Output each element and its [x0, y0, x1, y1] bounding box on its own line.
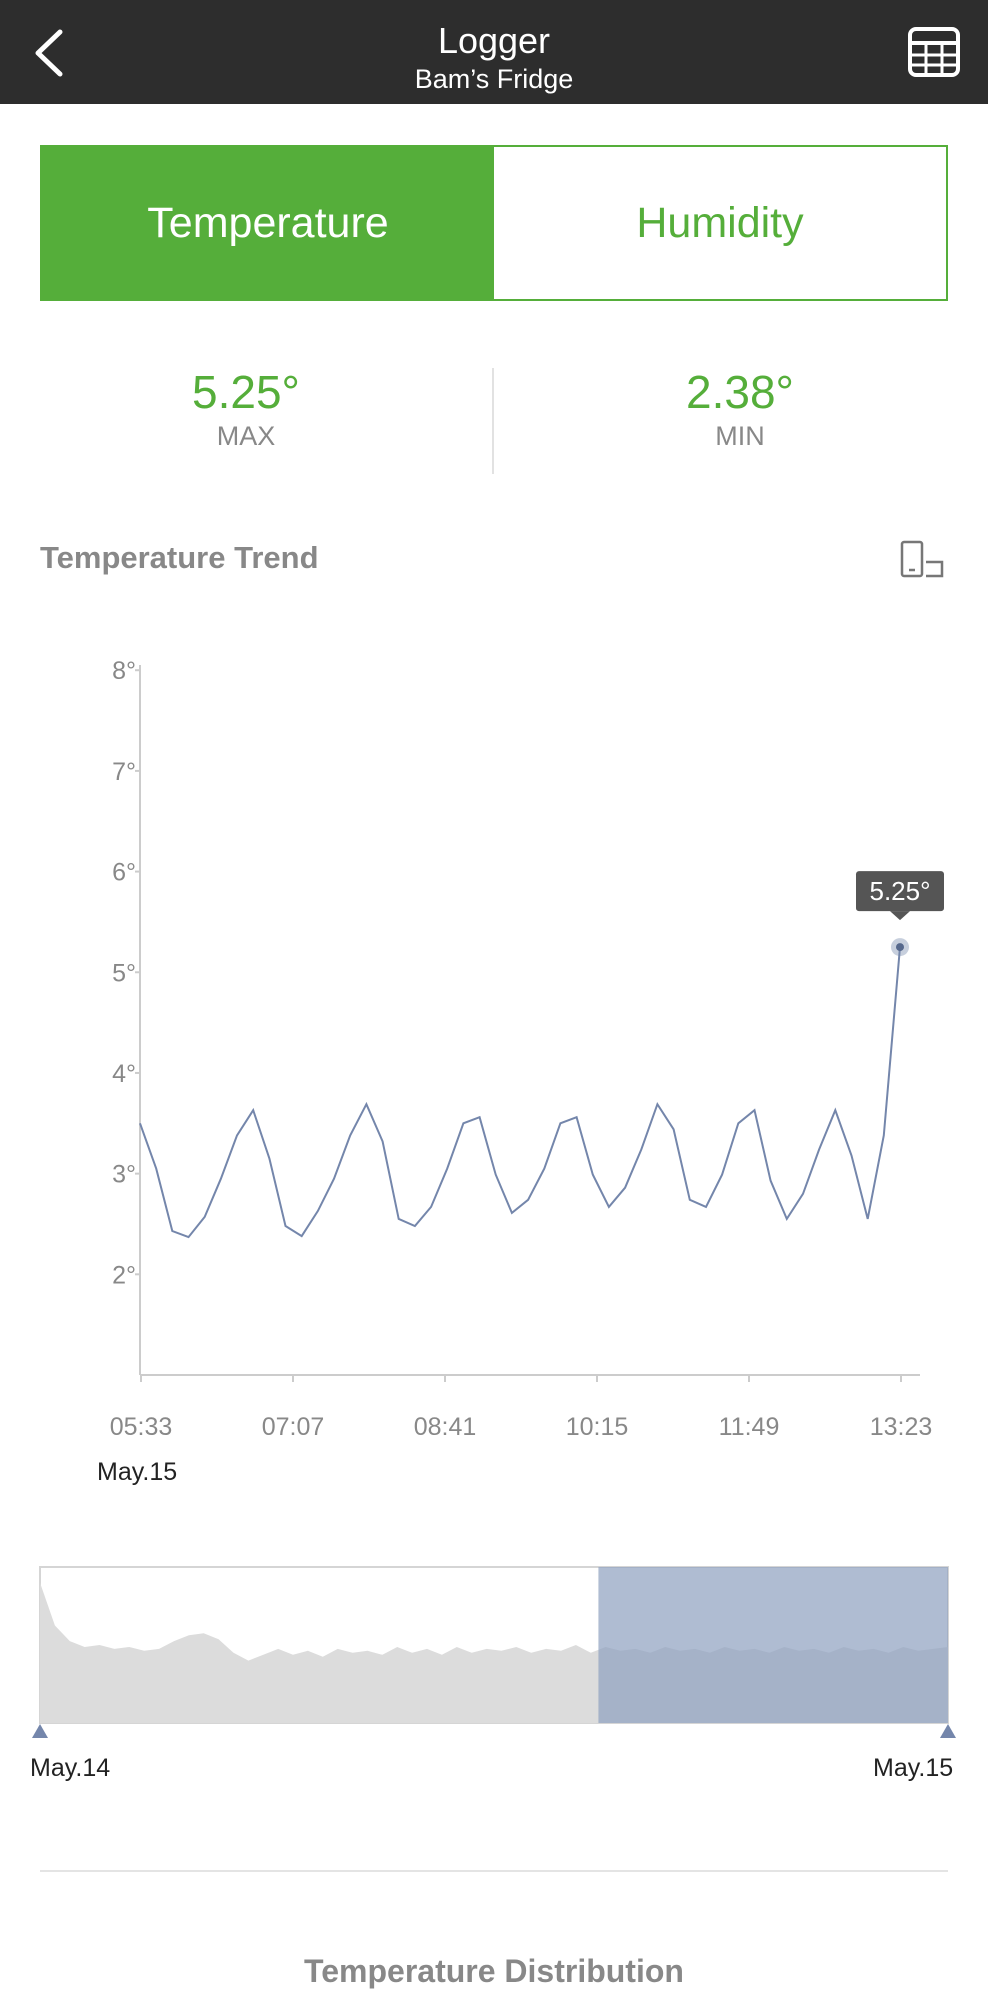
- y-tick-label: 2°: [112, 1261, 136, 1289]
- trend-title: Temperature Trend: [40, 540, 319, 575]
- y-tick-label: 4°: [112, 1060, 136, 1088]
- min-stat: 2.38° MIN: [590, 365, 890, 452]
- x-date-label: May.15: [97, 1458, 178, 1486]
- tab-humidity[interactable]: Humidity: [494, 147, 946, 299]
- temperature-trend-chart[interactable]: 2° 3° 4° 5° 6° 7° 8° 05:33 07:07 08:41 10:15 11:49 1…: [0, 620, 988, 1500]
- navigator-selection: [598, 1567, 948, 1723]
- table-grid-icon: [908, 27, 960, 77]
- page-subtitle: Bam’s Fridge: [414, 64, 574, 94]
- range-end-label: May.15: [873, 1754, 954, 1782]
- x-tick-label: 13:23: [870, 1413, 933, 1441]
- stat-divider: [492, 368, 494, 474]
- x-tick-label: 08:41: [414, 1413, 477, 1441]
- tooltip-pointer: [890, 911, 910, 921]
- x-tick-label: 05:33: [110, 1413, 173, 1441]
- temperature-series-line: [139, 947, 901, 1239]
- y-tick-label: 7°: [112, 758, 136, 786]
- chevron-left-icon: [35, 29, 63, 77]
- page-title: Logger: [437, 20, 551, 61]
- table-view-button[interactable]: [906, 24, 962, 80]
- back-button[interactable]: [26, 24, 82, 80]
- max-label: MAX: [216, 421, 276, 451]
- tab-temperature[interactable]: Temperature: [42, 147, 494, 299]
- y-tick-label: 3°: [112, 1161, 136, 1189]
- section-divider: [40, 1870, 948, 1872]
- x-tick-label: 07:07: [262, 1413, 325, 1441]
- tooltip-label: 5.25°: [869, 876, 930, 906]
- y-tick-label: 5°: [112, 959, 136, 987]
- min-value: 2.38°: [686, 366, 794, 418]
- range-start-handle: [32, 1724, 48, 1738]
- top-bar: Logger Bam’s Fridge: [0, 0, 988, 104]
- rotate-screen-icon: [900, 540, 944, 578]
- x-tick-label: 10:15: [566, 1413, 629, 1441]
- y-tick-label: 6°: [112, 859, 136, 887]
- tooltip-box: [856, 871, 944, 912]
- metric-segmented-control: Temperature Humidity: [40, 145, 948, 301]
- range-navigator[interactable]: [0, 1555, 988, 1755]
- y-tick-label: 8°: [112, 657, 136, 685]
- x-tick-label: 11:49: [719, 1413, 780, 1441]
- distribution-title: Temperature Distribution: [304, 1953, 684, 1989]
- range-start-label: May.14: [30, 1754, 111, 1782]
- max-value: 5.25°: [192, 366, 300, 418]
- rotate-screen-button[interactable]: [900, 540, 946, 580]
- min-label: MIN: [715, 421, 765, 451]
- max-stat: 5.25° MAX: [96, 365, 396, 452]
- last-point-marker: [896, 943, 904, 952]
- range-end-handle: [940, 1724, 956, 1738]
